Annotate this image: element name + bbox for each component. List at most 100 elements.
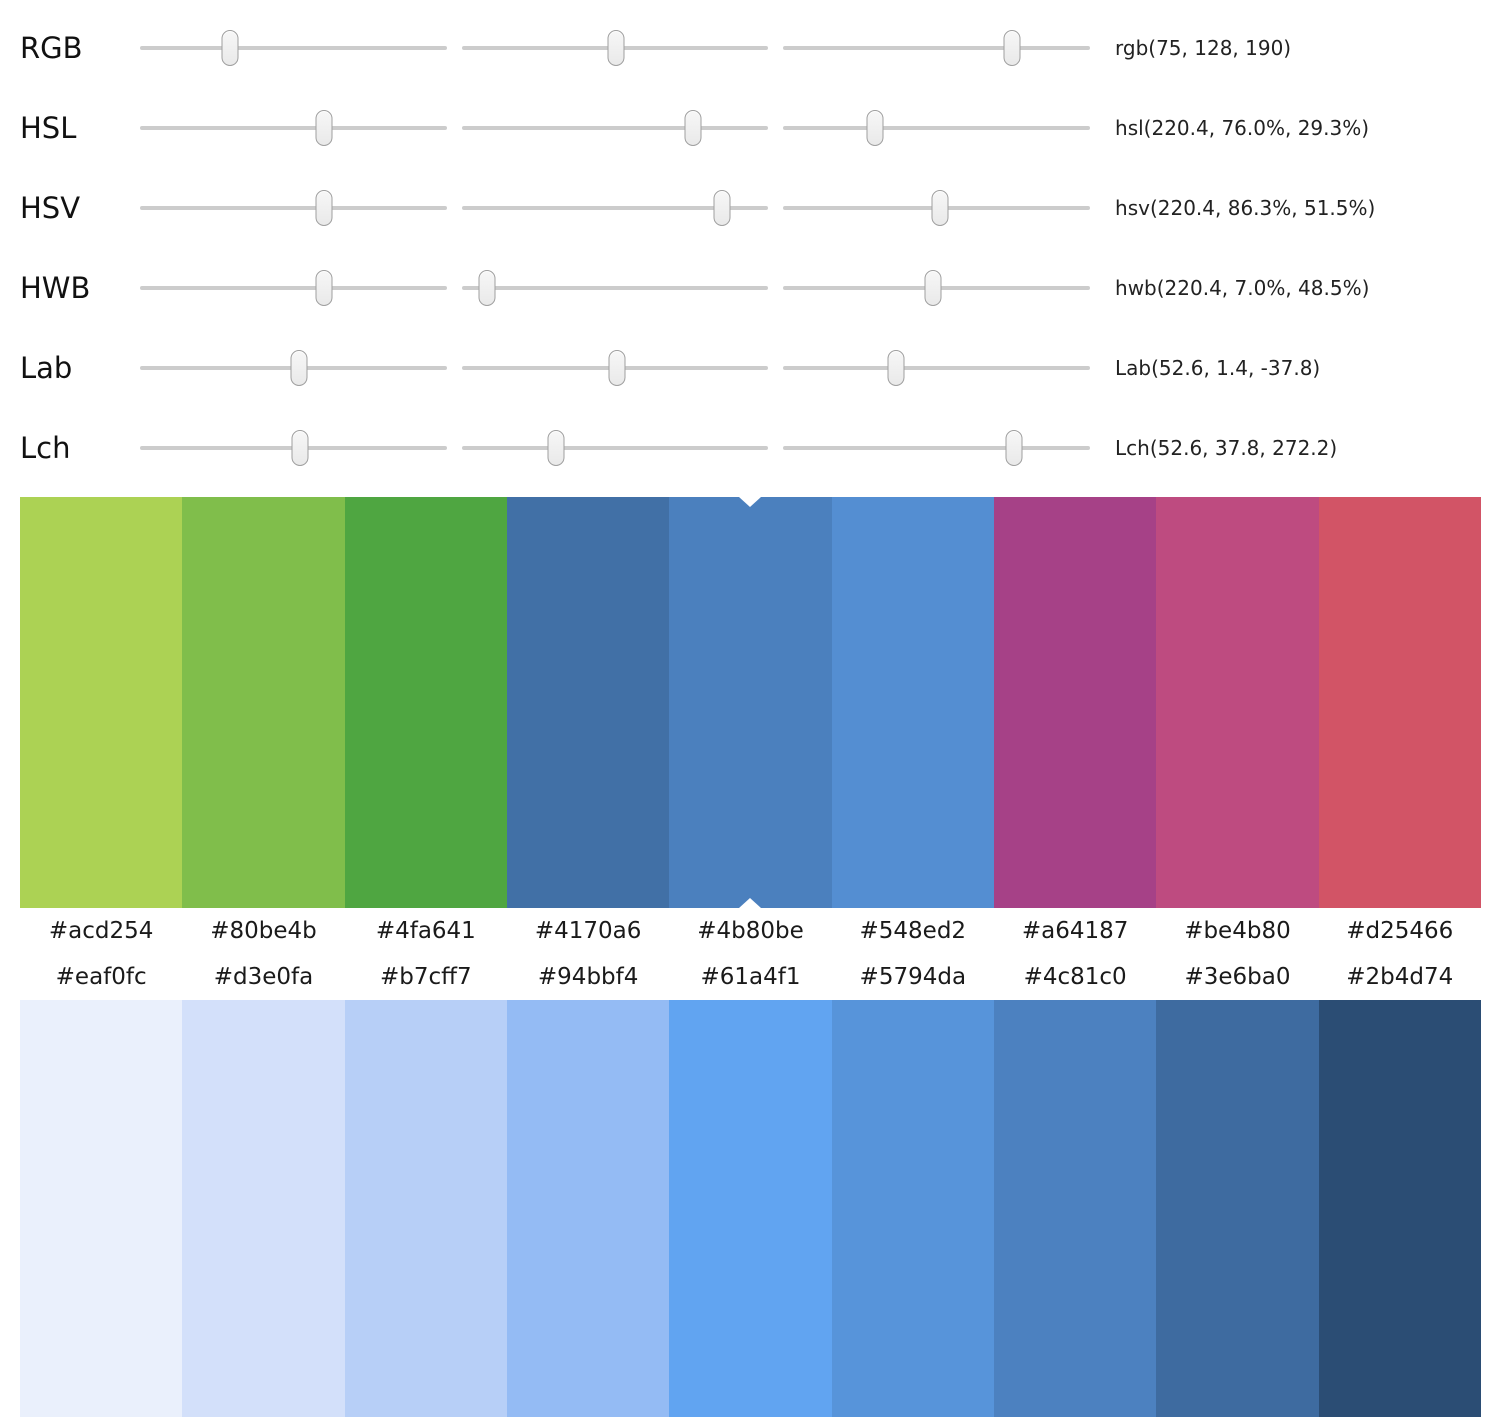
swatch-hex-label: #61a4f1 [700,964,801,990]
rgb-slider-3[interactable] [783,26,1091,70]
palette-swatch[interactable] [1318,497,1481,908]
hsv-slider-3[interactable] [783,186,1091,230]
slider-thumb[interactable] [478,270,496,306]
palette-swatch[interactable] [506,1000,670,1417]
palette-swatch[interactable] [831,497,994,908]
palette-swatch[interactable] [182,497,345,908]
slider-thumb[interactable] [315,270,333,306]
shade-palette [20,1000,1481,1417]
slider-thumb[interactable] [866,110,884,146]
selected-caret-top-icon [739,497,762,507]
lab-slider-3[interactable] [783,346,1091,390]
palette-swatch[interactable] [831,1000,994,1417]
palette-swatch[interactable] [669,1000,832,1417]
swatch-hex-label: #b7cff7 [380,964,472,990]
palette-swatch[interactable] [1318,1000,1481,1417]
palette-swatch[interactable] [993,1000,1157,1417]
slider-thumb[interactable] [547,430,565,466]
palette-swatch[interactable] [20,497,183,908]
slider-track[interactable] [783,366,1091,370]
slider-thumb[interactable] [607,30,625,66]
palette-swatch[interactable] [506,497,670,908]
lab-slider-2[interactable] [461,346,769,390]
palette-swatch[interactable] [993,497,1157,908]
hsl-slider-1[interactable] [140,106,447,150]
lch-slider-2[interactable] [461,426,769,470]
rgb-slider-1[interactable] [140,26,447,70]
slider-thumb[interactable] [290,350,308,386]
hwb-slider-2[interactable] [461,266,769,310]
slider-track[interactable] [783,446,1091,450]
slider-track[interactable] [461,286,769,290]
palette-swatch[interactable] [1156,1000,1319,1417]
hwb-slider-3[interactable] [783,266,1091,310]
rgb-slider-2[interactable] [461,26,769,70]
color-space-sliders: RGB rgb(75, 128, 190) HSL hsl(220.4, 76.0%,… [0,0,1501,488]
palette-swatch[interactable] [20,1000,183,1417]
slider-thumb[interactable] [1003,30,1021,66]
swatch-hex-label: #2b4d74 [1346,964,1454,990]
slider-track[interactable] [783,126,1091,130]
lab-row: Lab Lab(52.6, 1.4, -37.8) [20,328,1481,408]
lab-value: Lab(52.6, 1.4, -37.8) [1115,356,1321,380]
slider-thumb[interactable] [315,190,333,226]
swatch-hex-label: #d3e0fa [213,964,314,990]
shade-palette-labels: #eaf0fc #d3e0fa #b7cff7 #94bbf4 #61a4f1 #5794… [20,954,1481,1000]
rgb-row: RGB rgb(75, 128, 190) [20,8,1481,88]
slider-track[interactable] [140,286,447,290]
swatch-hex-label: #94bbf4 [537,964,639,990]
slider-track[interactable] [461,446,769,450]
lch-label: Lch [20,431,71,465]
lch-slider-1[interactable] [140,426,447,470]
rgb-value: rgb(75, 128, 190) [1115,36,1292,60]
swatch-hex-label: #a64187 [1021,918,1129,944]
slider-thumb[interactable] [684,110,702,146]
slider-thumb[interactable] [291,430,309,466]
hwb-slider-1[interactable] [140,266,447,310]
lch-slider-3[interactable] [783,426,1091,470]
swatch-hex-label: #5794da [859,964,967,990]
hsl-slider-2[interactable] [461,106,769,150]
hwb-label: HWB [20,271,91,305]
lch-value: Lch(52.6, 37.8, 272.2) [1115,436,1338,460]
slider-track[interactable] [461,126,769,130]
slider-thumb[interactable] [315,110,333,146]
palette-swatch-selected[interactable] [669,497,832,908]
slider-track[interactable] [140,126,447,130]
hwb-row: HWB hwb(220.4, 7.0%, 48.5%) [20,248,1481,328]
palette-swatch[interactable] [344,1000,507,1417]
hsv-slider-1[interactable] [140,186,447,230]
hsl-value: hsl(220.4, 76.0%, 29.3%) [1115,116,1370,140]
slider-thumb[interactable] [221,30,239,66]
slider-track[interactable] [461,206,769,210]
slider-track[interactable] [140,206,447,210]
swatch-hex-label: #548ed2 [859,918,967,944]
swatch-hex-label: #4b80be [697,918,804,944]
slider-track[interactable] [140,46,447,50]
hue-palette-labels: #acd254 #80be4b #4fa641 #4170a6 #4b80be #548e… [20,908,1481,954]
slider-thumb[interactable] [608,350,626,386]
palette-swatch[interactable] [1156,497,1319,908]
palette-swatch[interactable] [182,1000,345,1417]
slider-thumb[interactable] [1005,430,1023,466]
hsl-slider-3[interactable] [783,106,1091,150]
hsv-slider-2[interactable] [461,186,769,230]
hwb-value: hwb(220.4, 7.0%, 48.5%) [1115,276,1370,300]
selected-caret-bottom-icon [739,898,762,908]
lch-row: Lch Lch(52.6, 37.8, 272.2) [20,408,1481,488]
slider-thumb[interactable] [924,270,942,306]
swatch-hex-label: #4170a6 [534,918,642,944]
swatch-hex-label: #4c81c0 [1023,964,1127,990]
slider-thumb[interactable] [887,350,905,386]
swatch-hex-label: #acd254 [48,918,154,944]
lab-slider-1[interactable] [140,346,447,390]
hue-palette [20,497,1481,908]
slider-thumb[interactable] [713,190,731,226]
hsv-row: HSV hsv(220.4, 86.3%, 51.5%) [20,168,1481,248]
slider-thumb[interactable] [931,190,949,226]
palette-swatch[interactable] [344,497,507,908]
slider-track[interactable] [783,46,1091,50]
lab-label: Lab [20,351,73,385]
hsl-row: HSL hsl(220.4, 76.0%, 29.3%) [20,88,1481,168]
hsv-label: HSV [20,191,81,225]
